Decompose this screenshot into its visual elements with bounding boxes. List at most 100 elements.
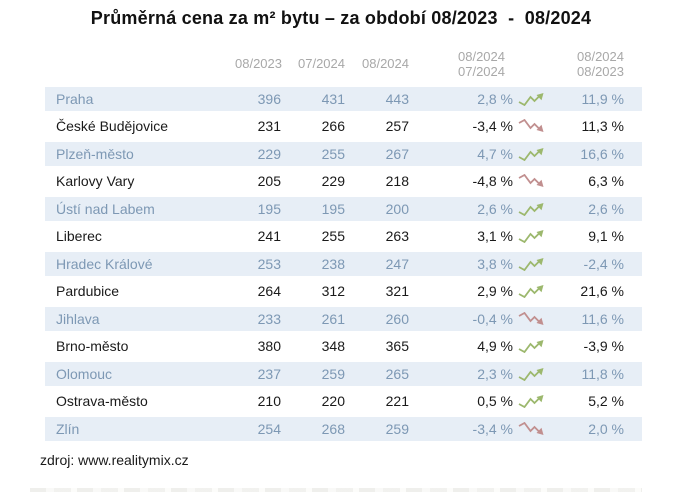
- trend-down-icon: [513, 174, 549, 188]
- price-082024-cell: 259: [385, 420, 409, 437]
- price-072024-cell: 238: [321, 255, 345, 272]
- header-yoy-numerator: 08/2024: [577, 48, 624, 64]
- price-082024-cell: 247: [385, 255, 409, 272]
- price-082024-cell: 443: [385, 90, 409, 107]
- price-072024-cell: 431: [321, 90, 345, 107]
- price-072024-cell: 261: [321, 310, 345, 327]
- price-072024-cell: 255: [321, 145, 345, 162]
- price-082023-cell: 195: [257, 200, 281, 217]
- mom-change-cell: 4,7 %: [477, 145, 513, 162]
- price-072024-cell: 268: [321, 420, 345, 437]
- price-082023-cell: 254: [257, 420, 281, 437]
- yoy-change-cell: 9,1 %: [588, 228, 624, 245]
- yoy-change-cell: 21,6 %: [580, 283, 624, 300]
- trend-up-icon: [513, 229, 549, 244]
- header-mom-ratio: 08/2024 07/2024: [409, 49, 513, 79]
- trend-up-icon: [513, 339, 549, 354]
- mom-change-cell: 2,8 %: [477, 90, 513, 107]
- yoy-change-cell: 5,2 %: [588, 393, 624, 410]
- price-082023-cell: 233: [257, 310, 281, 327]
- trend-down-icon: [513, 421, 549, 436]
- table-row: Zlín 254 268 259 -3,4 % 2,0 %: [45, 415, 642, 443]
- table-row: Jihlava 233 261 260 -0,4 % 11,6 %: [45, 305, 642, 333]
- price-082023-cell: 231: [257, 118, 281, 135]
- price-082023-cell: 210: [257, 393, 281, 410]
- price-082023-cell: 264: [257, 283, 281, 300]
- page-title: Průměrná cena za m² bytu – za období 08/…: [90, 8, 592, 28]
- header-082024: 08/2024: [362, 56, 409, 71]
- price-082023-cell: 229: [257, 145, 281, 162]
- header-082023: 08/2023: [235, 56, 282, 71]
- price-072024-cell: 259: [321, 365, 345, 382]
- price-082024-cell: 263: [385, 228, 409, 245]
- yoy-change-cell: 2,0 %: [588, 420, 624, 437]
- header-072024: 07/2024: [298, 56, 345, 71]
- city-cell: Ostrava-město: [56, 393, 148, 410]
- mom-change-cell: 2,6 %: [477, 200, 513, 217]
- table-row: Praha 396 431 443 2,8 % 11,9 %: [45, 85, 642, 113]
- mom-change-cell: -4,8 %: [472, 173, 513, 190]
- price-082024-cell: 267: [385, 145, 409, 162]
- city-cell: Hradec Králové: [56, 255, 153, 272]
- yoy-change-cell: 11,6 %: [581, 310, 624, 327]
- trend-up-icon: [513, 92, 549, 106]
- price-082023-cell: 205: [257, 173, 281, 190]
- price-082024-cell: 218: [385, 173, 409, 190]
- header-yoy-denominator: 08/2023: [577, 63, 624, 79]
- header-mom-numerator: 08/2024: [458, 48, 505, 64]
- price-072024-cell: 229: [321, 173, 345, 190]
- price-082024-cell: 365: [385, 338, 409, 355]
- yoy-change-cell: 11,3 %: [581, 118, 624, 135]
- price-072024-cell: 255: [321, 228, 345, 245]
- table-row: Karlovy Vary 205 229 218 -4,8 % 6,3 %: [45, 168, 642, 196]
- table-row: Pardubice 264 312 321 2,9 % 21,6 %: [45, 278, 642, 306]
- mom-change-cell: 0,5 %: [477, 393, 513, 410]
- yoy-change-cell: 11,8 %: [581, 365, 624, 382]
- mom-change-cell: 2,9 %: [477, 283, 513, 300]
- table-row: Olomouc 237 259 265 2,3 % 11,8 %: [45, 360, 642, 388]
- price-082024-cell: 260: [385, 310, 409, 327]
- header-mom-denominator: 07/2024: [458, 63, 505, 79]
- price-072024-cell: 348: [321, 338, 345, 355]
- mom-change-cell: 3,1 %: [477, 228, 513, 245]
- city-cell: Karlovy Vary: [56, 173, 135, 190]
- trend-up-icon: [513, 367, 549, 381]
- header-yoy-ratio: 08/2024 08/2023: [549, 49, 624, 79]
- yoy-change-cell: -2,4 %: [583, 255, 624, 272]
- city-cell: Brno-město: [56, 338, 129, 355]
- price-072024-cell: 195: [321, 200, 345, 217]
- trend-up-icon: [513, 147, 549, 161]
- yoy-change-cell: -3,9 %: [583, 338, 624, 355]
- table-row: Hradec Králové 253 238 247 3,8 % -2,4 %: [45, 250, 642, 278]
- city-cell: Plzeň-město: [56, 145, 134, 162]
- price-082023-cell: 253: [257, 255, 281, 272]
- source-text: zdroj: www.realitymix.cz: [40, 452, 189, 468]
- price-072024-cell: 220: [321, 393, 345, 410]
- table-header-row: 08/2023 07/2024 08/2024 08/2024 07/2024 …: [45, 42, 642, 85]
- trend-up-icon: [513, 257, 549, 271]
- city-cell: Jihlava: [56, 310, 100, 327]
- price-082024-cell: 221: [385, 393, 409, 410]
- trend-down-icon: [513, 119, 549, 133]
- yoy-change-cell: 11,9 %: [581, 90, 624, 107]
- table-row: Liberec 241 255 263 3,1 % 9,1 %: [45, 223, 642, 251]
- city-cell: Liberec: [56, 228, 102, 245]
- trend-up-icon: [513, 284, 549, 299]
- yoy-change-cell: 16,6 %: [580, 145, 624, 162]
- city-cell: Pardubice: [56, 283, 120, 300]
- table-row: Ostrava-město 210 220 221 0,5 % 5,2 %: [45, 388, 642, 416]
- table-body: Praha 396 431 443 2,8 % 11,9 % České Bud…: [45, 85, 642, 443]
- price-082024-cell: 265: [385, 365, 409, 382]
- trend-up-icon: [513, 202, 549, 216]
- price-072024-cell: 312: [321, 283, 345, 300]
- city-cell: Ústí nad Labem: [56, 200, 155, 217]
- price-082023-cell: 237: [257, 365, 281, 382]
- price-082024-cell: 321: [385, 283, 409, 300]
- yoy-change-cell: 6,3 %: [588, 173, 624, 190]
- yoy-change-cell: 2,6 %: [588, 200, 624, 217]
- mom-change-cell: 2,3 %: [477, 365, 513, 382]
- city-cell: Olomouc: [56, 365, 113, 382]
- city-cell: České Budějovice: [56, 118, 169, 135]
- city-cell: Praha: [56, 90, 94, 107]
